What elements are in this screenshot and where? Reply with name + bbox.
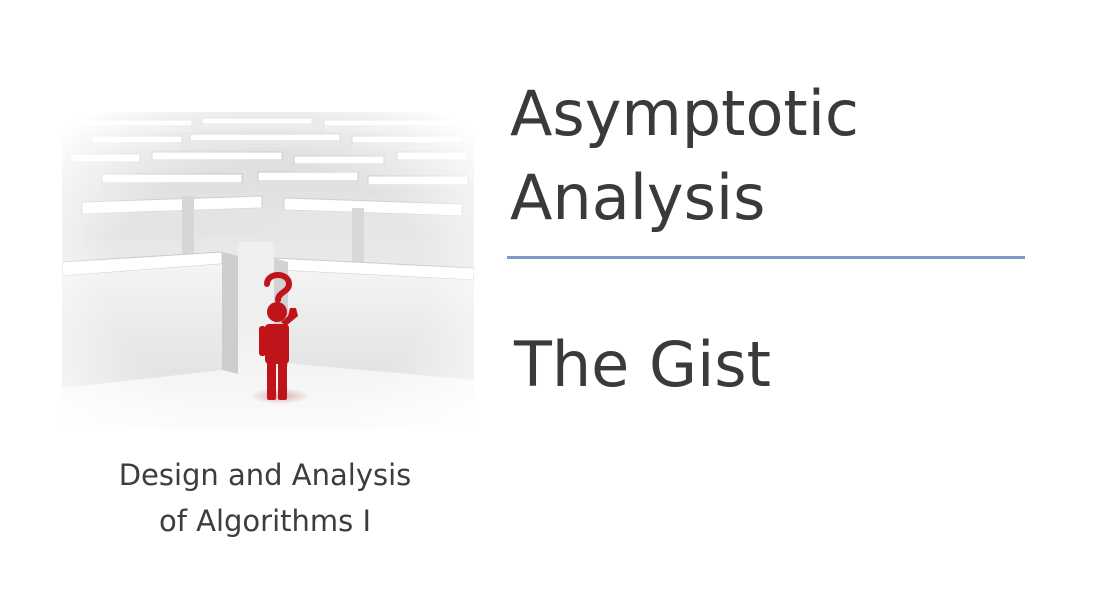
course-name-line-2: of Algorithms I (158, 504, 372, 538)
slide-title-line-2: Analysis (510, 161, 766, 234)
course-name: Design and Analysis of Algorithms I (62, 452, 468, 544)
slide-subtitle: The Gist (514, 328, 771, 401)
course-name-line-1: Design and Analysis (118, 458, 412, 492)
title-divider (507, 256, 1025, 259)
slide-title: Asymptotic Analysis (510, 72, 1030, 240)
maze-illustration (62, 112, 474, 430)
slide-title-line-1: Asymptotic (510, 77, 860, 150)
